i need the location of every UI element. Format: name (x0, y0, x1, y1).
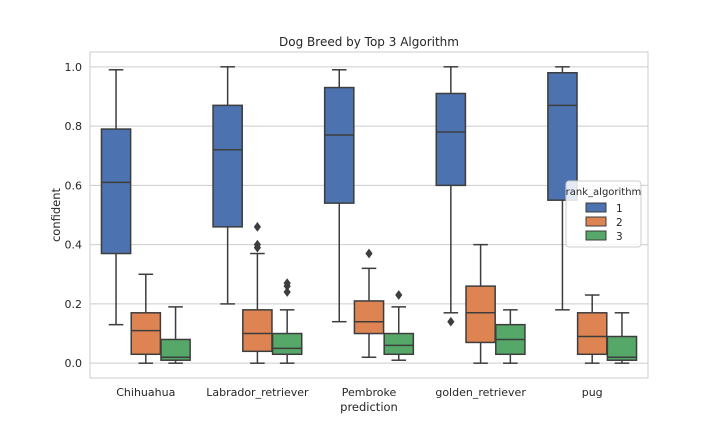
outlier-point (283, 278, 291, 289)
box-1-Labrador_retriever (212, 66, 243, 305)
plot-area (100, 66, 638, 364)
box-body (576, 312, 608, 356)
box-body (383, 332, 415, 356)
legend-entry: 3 (616, 231, 623, 243)
box-3-Pembroke (383, 290, 415, 361)
x-tick-label: Chihuahua (116, 386, 175, 399)
outlier-point (253, 239, 261, 250)
box-3-Chihuahua (160, 306, 191, 364)
outlier-point (447, 316, 455, 327)
box-body (271, 332, 303, 356)
box-3-golden_retriever (495, 309, 526, 364)
chart-title: Dog Breed by Top 3 Algorithm (279, 35, 459, 49)
y-tick-label: 0.8 (65, 120, 83, 133)
axes: 0.0 0.2 0.4 0.6 0.8 1.0 Chihuahua Labrador_retr… (65, 61, 603, 399)
x-tick-label: pug (582, 386, 603, 399)
box-2-Pembroke (353, 248, 385, 359)
x-axis-label: prediction (340, 400, 398, 414)
box-1-Chihuahua (100, 69, 132, 326)
y-tick-label: 0.4 (65, 239, 83, 252)
box-3-pug (606, 312, 638, 364)
box-1-Pembroke (323, 69, 355, 323)
box-1-golden_retriever (435, 66, 467, 327)
x-tick-label: Labrador_retriever (206, 386, 309, 399)
box-2-pug (576, 294, 608, 364)
legend-swatch (585, 230, 607, 241)
box-body (323, 86, 355, 204)
box-body (465, 285, 496, 344)
y-tick-label: 0.6 (65, 179, 83, 192)
box-2-Chihuahua (130, 273, 162, 364)
y-tick-label: 0.2 (65, 298, 83, 311)
box-2-Labrador_retriever (242, 221, 273, 364)
y-axis-label: confident (49, 187, 63, 242)
legend-entry: 2 (616, 217, 623, 229)
outlier-point (253, 221, 261, 232)
legend-box (565, 180, 642, 248)
box-body (130, 312, 162, 356)
x-tick-label: golden_retriever (435, 386, 526, 399)
outlier-point (365, 248, 373, 259)
x-tick-label: Pembroke (342, 386, 397, 399)
box-body (212, 104, 243, 228)
box-body (242, 309, 273, 353)
y-tick-label: 1.0 (65, 61, 83, 74)
legend-entry: 1 (616, 203, 623, 215)
legend-swatch (585, 202, 607, 213)
legend-swatch (585, 216, 607, 227)
box-body (160, 338, 191, 361)
box-3-Labrador_retriever (271, 278, 303, 364)
box-body (353, 300, 385, 335)
box-body (435, 92, 467, 187)
outlier-point (395, 290, 403, 300)
legend: rank_algorithm 1 2 3 (565, 180, 642, 248)
grid-lines (90, 66, 648, 364)
box-2-golden_retriever (465, 243, 496, 364)
plot-frame (89, 51, 649, 379)
box-1-pug (547, 66, 578, 311)
box-body (547, 71, 578, 201)
y-tick-label: 0.0 (65, 357, 83, 370)
outlier-point (283, 287, 291, 297)
box-body (100, 128, 132, 255)
legend-title: rank_algorithm (566, 187, 642, 198)
box-body (606, 335, 638, 361)
